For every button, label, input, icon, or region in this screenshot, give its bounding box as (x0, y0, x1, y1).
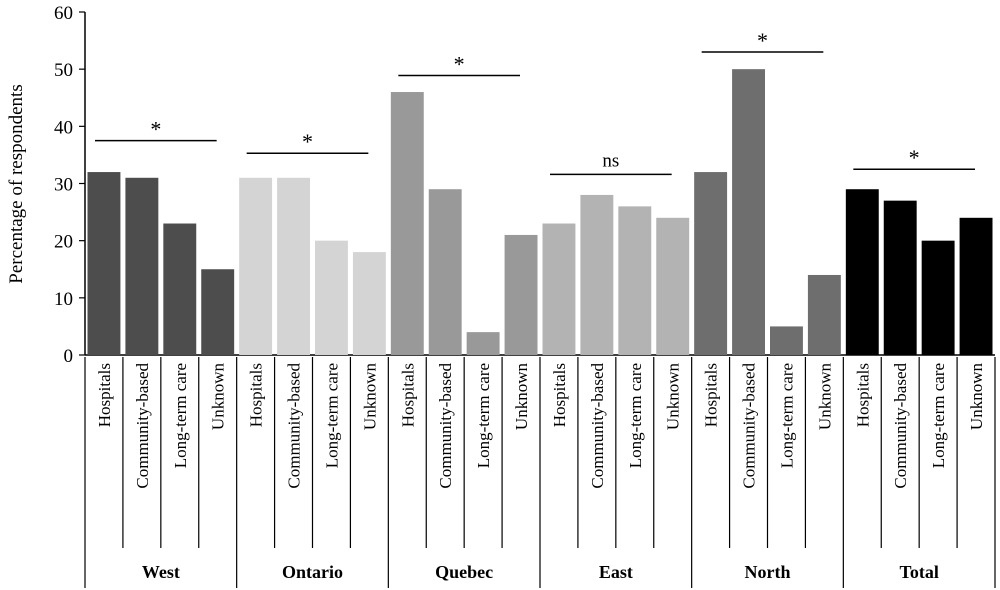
y-tick-label: 0 (64, 346, 74, 367)
group-label-east: East (599, 562, 633, 582)
category-label: Hospitals (398, 363, 417, 427)
group-label-north: North (745, 562, 791, 582)
category-label: Unknown (967, 363, 986, 431)
bar-total-1 (883, 200, 917, 355)
x-axis-labels: Hospitals Community-based Long-term care Un… (84, 357, 996, 588)
category-label: Community-based (285, 363, 304, 489)
bar-ontario-0 (239, 177, 273, 355)
y-tick-label: 60 (54, 3, 73, 24)
category-label: Long-term care (322, 363, 341, 468)
bar-ontario-3 (352, 252, 386, 355)
category-label: Long-term care (626, 363, 645, 468)
group-label-total: Total (899, 562, 938, 582)
group-label-quebec: Quebec (435, 562, 493, 582)
bar-quebec-0 (390, 92, 424, 356)
category-label: Long-term care (474, 363, 493, 468)
bar-east-0 (542, 223, 576, 355)
bar-west-3 (201, 269, 235, 355)
bar-north-3 (807, 274, 841, 355)
significance-label: * (150, 117, 161, 142)
significance-label: * (757, 28, 768, 53)
bar-north-2 (770, 326, 803, 355)
bar-east-3 (656, 217, 690, 355)
category-label: Long-term care (929, 363, 948, 468)
category-label: Hospitals (247, 363, 266, 427)
y-tick-label: 30 (54, 175, 73, 196)
significance-label: ns (602, 150, 619, 171)
bar-north-0 (694, 172, 728, 355)
category-label: Community-based (133, 363, 152, 489)
category-label: Unknown (815, 363, 834, 431)
category-label: Hospitals (702, 363, 721, 427)
y-tick-label: 10 (54, 289, 73, 310)
bar-east-2 (618, 206, 652, 355)
y-tick-label: 40 (54, 117, 73, 138)
group-label-west: West (142, 562, 180, 582)
bar-quebec-1 (428, 189, 462, 355)
category-label: Community-based (436, 363, 455, 489)
bar-west-1 (125, 177, 159, 355)
axes: 0 10 20 30 40 50 60 (54, 3, 995, 367)
bar-total-0 (845, 189, 879, 355)
significance-label: * (454, 51, 465, 76)
category-label: Community-based (891, 363, 910, 489)
y-tick-label: 20 (54, 232, 73, 253)
category-label: Hospitals (550, 363, 569, 427)
category-label: Community-based (740, 363, 759, 489)
category-label: Unknown (360, 363, 379, 431)
category-label: Hospitals (853, 363, 872, 427)
category-label: Unknown (209, 363, 228, 431)
bar-total-2 (921, 240, 955, 355)
category-label: Hospitals (95, 363, 114, 427)
bar-ontario-2 (315, 240, 348, 355)
y-tick-label: 50 (54, 60, 73, 81)
bar-west-2 (163, 223, 197, 355)
bar-ontario-1 (277, 177, 310, 355)
bar-total-3 (959, 217, 993, 355)
category-label: Unknown (512, 363, 531, 431)
category-label: Community-based (588, 363, 607, 489)
significance-label: * (302, 129, 313, 154)
bar-north-1 (732, 69, 765, 356)
bar-quebec-3 (504, 234, 538, 355)
bar-quebec-2 (466, 332, 500, 355)
category-label: Long-term care (171, 363, 190, 468)
category-label: Unknown (664, 363, 683, 431)
significance-label: * (909, 145, 920, 170)
y-axis-label: Percentage of respondents (6, 84, 27, 283)
category-label: Long-term care (777, 363, 796, 468)
group-label-ontario: Ontario (282, 562, 343, 582)
bars (87, 69, 993, 356)
significance-annotations: * * * ns * * (95, 28, 975, 176)
bar-east-1 (580, 194, 614, 355)
bar-west-0 (87, 172, 121, 355)
